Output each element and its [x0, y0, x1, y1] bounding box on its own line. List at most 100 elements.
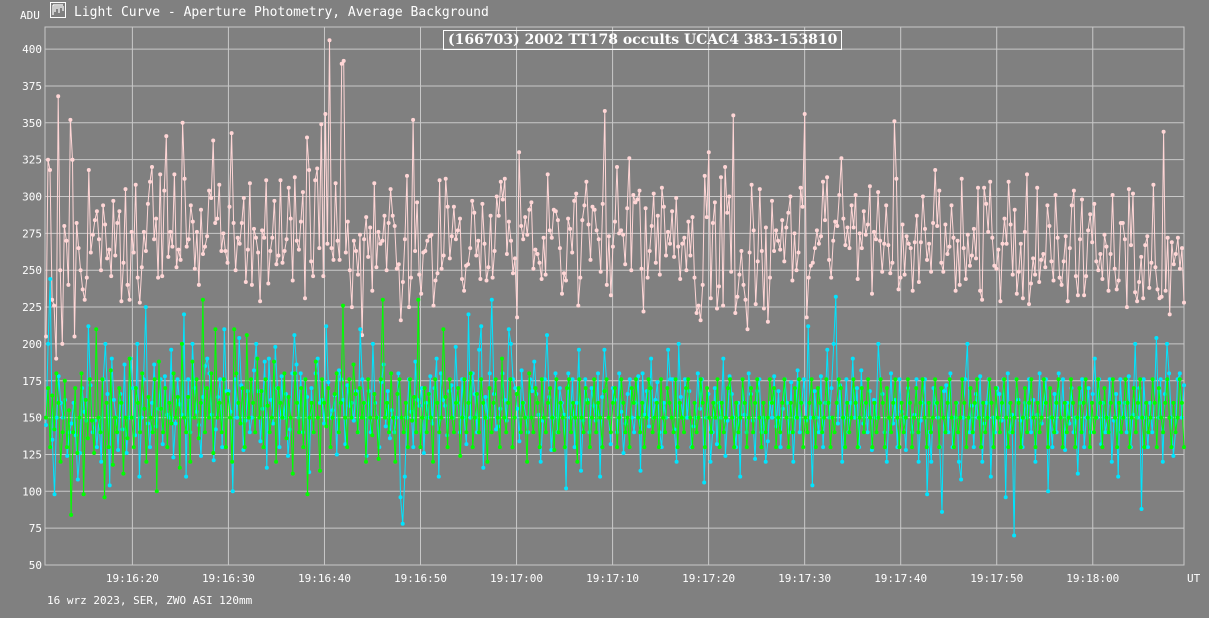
data-point-target — [1051, 278, 1056, 283]
data-point-target — [1037, 280, 1042, 284]
data-point-target — [1059, 282, 1064, 287]
data-point-comparison2 — [171, 371, 176, 376]
data-point-target — [325, 241, 330, 246]
data-point-comparison2 — [326, 386, 331, 391]
data-point-comparison2 — [985, 415, 990, 420]
data-point-comparison2 — [977, 415, 981, 420]
data-point-target — [727, 194, 732, 199]
data-point-comparison1 — [298, 371, 303, 376]
data-point-comparison2 — [309, 400, 314, 405]
data-point-comparison2 — [52, 427, 57, 432]
light-curve-app-icon[interactable] — [50, 2, 66, 18]
data-point-target — [184, 244, 189, 249]
y-axis-label: ADU — [20, 9, 40, 22]
data-point-comparison2 — [62, 378, 67, 383]
data-point-target — [1171, 262, 1176, 267]
data-point-comparison1 — [351, 418, 356, 423]
data-point-comparison1 — [196, 423, 201, 427]
data-point-comparison2 — [625, 415, 630, 420]
data-point-target — [900, 222, 905, 227]
data-point-target — [553, 209, 558, 214]
data-point-comparison2 — [182, 415, 186, 420]
data-point-comparison2 — [481, 400, 486, 405]
data-point-target — [1061, 259, 1066, 264]
data-point-target — [902, 272, 907, 277]
data-point-comparison2 — [301, 445, 306, 450]
data-point-target — [453, 237, 458, 242]
data-point-target — [123, 187, 128, 192]
data-point-comparison1 — [160, 442, 165, 447]
data-point-comparison1 — [271, 421, 276, 426]
data-point-target — [1153, 265, 1158, 270]
data-point-comparison1 — [1171, 453, 1176, 458]
data-point-target — [1145, 234, 1150, 239]
chart-series — [44, 38, 1186, 538]
data-point-comparison2 — [868, 415, 873, 420]
data-point-target — [819, 234, 823, 239]
data-point-target — [94, 209, 99, 214]
data-point-target — [935, 224, 940, 228]
data-point-target — [298, 219, 303, 224]
data-point-comparison2 — [830, 415, 835, 420]
data-point-target — [625, 206, 630, 211]
data-point-target — [447, 256, 452, 261]
data-point-comparison2 — [520, 400, 525, 405]
data-point-target — [249, 282, 254, 287]
data-point-target — [400, 280, 405, 284]
data-point-target — [619, 228, 624, 233]
data-point-comparison2 — [928, 430, 933, 435]
data-point-target — [535, 252, 540, 256]
data-point-comparison2 — [711, 400, 716, 405]
data-point-comparison1 — [942, 389, 947, 394]
data-point-target — [1167, 312, 1172, 317]
data-point-target — [192, 266, 197, 271]
data-point-comparison2 — [491, 400, 496, 405]
data-point-comparison2 — [221, 377, 226, 382]
data-point-target — [313, 178, 318, 183]
data-point-target — [245, 247, 250, 252]
data-point-target — [717, 284, 721, 289]
data-point-comparison1 — [519, 368, 524, 373]
data-point-comparison2 — [46, 386, 51, 391]
data-point-comparison1 — [685, 415, 690, 420]
data-point-comparison1 — [247, 430, 252, 435]
data-point-comparison1 — [477, 347, 482, 352]
data-point-comparison2 — [345, 445, 350, 450]
data-point-target — [441, 253, 446, 258]
data-point-comparison1 — [358, 327, 363, 332]
data-point-target — [1177, 266, 1182, 271]
data-point-target — [194, 229, 199, 234]
data-point-comparison2 — [1058, 415, 1063, 420]
x-tick-label: 19:16:30 — [202, 572, 255, 585]
data-point-target — [678, 277, 683, 281]
data-point-comparison2 — [970, 430, 975, 435]
data-point-comparison2 — [433, 377, 438, 382]
data-point-comparison2 — [880, 400, 885, 405]
data-point-comparison2 — [633, 377, 638, 382]
data-point-comparison2 — [1127, 445, 1132, 450]
data-point-comparison2 — [1062, 400, 1067, 405]
data-point-target — [458, 216, 462, 221]
data-point-target — [698, 318, 703, 323]
data-point-comparison2 — [648, 386, 653, 391]
data-point-comparison1 — [494, 427, 499, 432]
data-point-target — [386, 221, 391, 225]
data-point-comparison1 — [583, 377, 588, 382]
data-point-comparison2 — [682, 430, 686, 435]
data-point-target — [961, 246, 966, 251]
data-point-comparison2 — [895, 415, 900, 420]
data-point-target — [1008, 222, 1013, 227]
data-point-comparison2 — [608, 430, 613, 435]
data-point-comparison2 — [958, 415, 963, 420]
data-point-target — [105, 256, 110, 261]
data-point-target — [686, 219, 691, 224]
data-point-target — [733, 311, 738, 315]
data-point-target — [931, 221, 936, 225]
data-point-target — [712, 200, 717, 205]
data-point-target — [415, 200, 420, 205]
y-tick-label: 125 — [22, 448, 42, 461]
data-point-comparison2 — [311, 430, 316, 435]
data-point-target — [1033, 272, 1038, 277]
data-point-target — [531, 266, 536, 271]
data-point-comparison2 — [749, 386, 753, 391]
